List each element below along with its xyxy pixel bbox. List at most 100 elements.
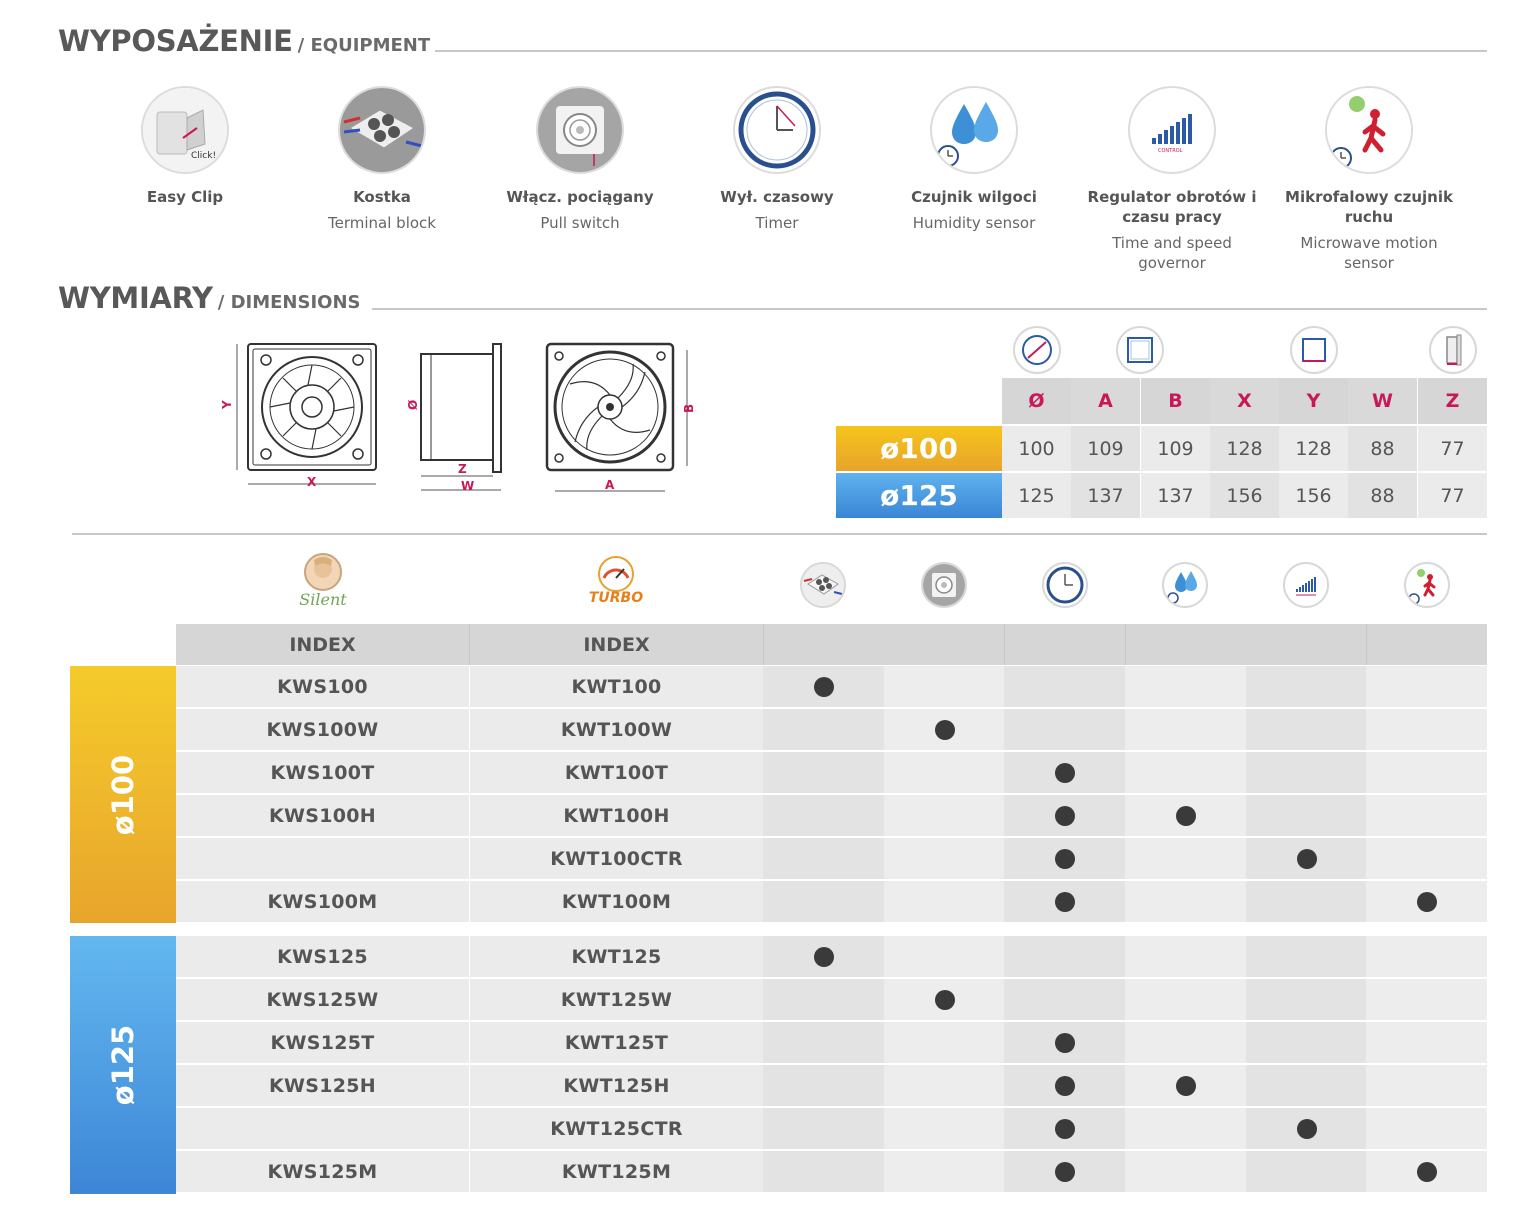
- silent-index-cell: KWS125T: [176, 1022, 469, 1063]
- feature-cell-terminal-block: [763, 881, 884, 922]
- turbo-index-cell: KWT100M: [470, 881, 763, 922]
- table-row: KWS125H KWT125H: [176, 1065, 1487, 1106]
- turbo-index-cell: KWT100: [470, 666, 763, 707]
- feature-dot: [1054, 762, 1075, 783]
- header-divider: [1004, 624, 1005, 665]
- feature-cell-timer: [1004, 1151, 1125, 1192]
- feature-cell-pull-switch: [884, 1108, 1005, 1149]
- feature-cell-terminal-block: [763, 838, 884, 879]
- feature-cell-motion-sensor: [1366, 1065, 1487, 1106]
- feature-cell-motion-sensor: [1366, 709, 1487, 750]
- header-divider: [1366, 624, 1367, 665]
- feature-cell-pull-switch: [884, 936, 1005, 977]
- dim-cell: 156: [1210, 473, 1279, 518]
- pull-switch-label-en: Pull switch: [540, 214, 620, 232]
- feature-cell-motion-sensor: [1366, 795, 1487, 836]
- feature-dot: [934, 719, 955, 740]
- turbo-index-cell: KWT100T: [470, 752, 763, 793]
- turbo-index-cell: KWT125T: [470, 1022, 763, 1063]
- feature-cell-pull-switch: [884, 666, 1005, 707]
- terminal-block-label: Kostka: [353, 188, 411, 206]
- dim-header-diameter: Ø: [1002, 378, 1071, 424]
- group-label-100-text: ø100: [106, 754, 140, 835]
- dimensions-subtitle: / DIMENSIONS: [217, 292, 361, 313]
- dim-header-w: W: [1348, 378, 1417, 424]
- table-row: KWS100H KWT100H: [176, 795, 1487, 836]
- motion-sensor-icon: [1325, 86, 1413, 174]
- feature-cell-speed-governor: [1246, 666, 1367, 707]
- table-row: KWT100CTR: [176, 838, 1487, 879]
- feature-cell-humidity-sensor: [1125, 795, 1246, 836]
- dim-row-label-100: ø100: [836, 426, 1002, 471]
- feature-cell-motion-sensor: [1366, 1108, 1487, 1149]
- feature-cell-humidity-sensor: [1125, 838, 1246, 879]
- dim-cell: 88: [1348, 473, 1417, 518]
- product-table-header: [176, 624, 1487, 665]
- diameter-icon: [1013, 326, 1061, 374]
- speed-governor-label: Regulator obrotów i czasu pracy: [1087, 188, 1257, 226]
- table-row: KWS100T KWT100T: [176, 752, 1487, 793]
- feature-cell-pull-switch: [884, 881, 1005, 922]
- turbo-index-header: INDEX: [583, 633, 650, 656]
- feature-cell-speed-governor: [1246, 838, 1367, 879]
- feature-cell-pull-switch: [884, 979, 1005, 1020]
- feature-cell-timer: [1004, 709, 1125, 750]
- humidity-sensor-icon: [930, 86, 1018, 174]
- turbo-index-cell: KWT125CTR: [470, 1108, 763, 1149]
- feature-cell-speed-governor: [1246, 1151, 1367, 1192]
- feature-cell-terminal-block: [763, 1151, 884, 1192]
- feature-cell-motion-sensor: [1366, 666, 1487, 707]
- terminal-block-label-en: Terminal block: [328, 214, 436, 232]
- feature-cell-motion-sensor: [1366, 1151, 1487, 1192]
- dim-header-b: B: [1141, 378, 1210, 424]
- feature-cell-terminal-block: [763, 709, 884, 750]
- feature-cell-pull-switch: [884, 709, 1005, 750]
- silent-index-cell: KWS125H: [176, 1065, 469, 1106]
- label-w: W: [461, 479, 474, 493]
- flange-a-icon: [1116, 326, 1164, 374]
- dim-cell: 137: [1141, 473, 1210, 518]
- feature-cell-humidity-sensor: [1125, 752, 1246, 793]
- easy-clip-label: Easy Clip: [146, 188, 224, 206]
- col-timer-icon: [1042, 562, 1088, 608]
- feature-cell-motion-sensor: [1366, 979, 1487, 1020]
- feature-dot: [813, 676, 834, 697]
- feature-cell-terminal-block: [763, 752, 884, 793]
- feature-dot: [1054, 1161, 1075, 1182]
- dim-cell: 137: [1071, 473, 1140, 518]
- silent-index-cell: KWS100M: [176, 881, 469, 922]
- feature-dot: [1416, 891, 1437, 912]
- dim-cell: 77: [1418, 473, 1487, 518]
- feature-cell-terminal-block: [763, 979, 884, 1020]
- equipment-rule: [435, 50, 1487, 52]
- feature-dot: [1296, 848, 1317, 869]
- feature-cell-terminal-block: [763, 666, 884, 707]
- equipment-item-humidity-sensor: Czujnik wilgoci Humidity sensor: [879, 86, 1069, 233]
- equipment-item-motion-sensor: Mikrofalowy czujnik ruchu Microwave moti…: [1274, 86, 1464, 273]
- products-rule: [72, 533, 1487, 535]
- dim-cell: 109: [1141, 426, 1210, 471]
- dimensions-title: WYMIARY: [58, 281, 213, 315]
- silent-index-header: INDEX: [289, 633, 356, 656]
- label-y: Y: [220, 400, 234, 410]
- back-view-drawing: B A: [545, 342, 696, 492]
- humidity-sensor-label-en: Humidity sensor: [912, 214, 1036, 232]
- dim-cell: 88: [1348, 426, 1417, 471]
- pull-switch-icon: [536, 86, 624, 174]
- turbo-logo-text: TURBO: [588, 590, 644, 606]
- col-speed-governor-icon: [1283, 562, 1329, 608]
- dim-cell: 125: [1002, 473, 1071, 518]
- feature-cell-pull-switch: [884, 838, 1005, 879]
- turbo-index-cell: KWT100W: [470, 709, 763, 750]
- feature-cell-terminal-block: [763, 1108, 884, 1149]
- turbo-index-cell: KWT125M: [470, 1151, 763, 1192]
- dim-cell: 128: [1279, 426, 1348, 471]
- feature-dot: [934, 989, 955, 1010]
- feature-cell-pull-switch: [884, 795, 1005, 836]
- terminal-block-icon: [338, 86, 426, 174]
- equipment-item-timer: Wył. czasowy Timer: [682, 86, 872, 233]
- feature-cell-timer: [1004, 666, 1125, 707]
- feature-dot: [1054, 1118, 1075, 1139]
- feature-cell-speed-governor: [1246, 1108, 1367, 1149]
- label-b: B: [682, 404, 696, 413]
